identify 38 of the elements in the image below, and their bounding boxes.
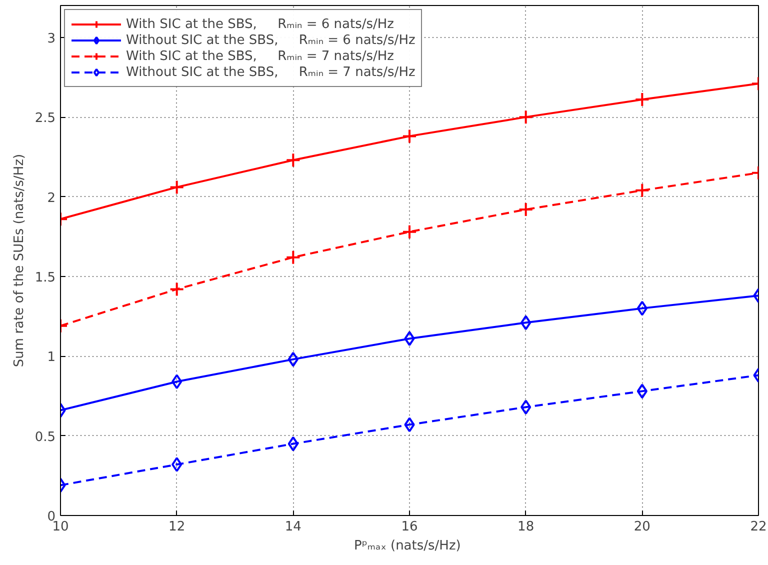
y-tick-label: 2.5 [34, 111, 56, 126]
point [169, 180, 184, 195]
point [518, 110, 534, 125]
y-tick-label: 1.5 [34, 270, 56, 286]
point [172, 374, 182, 390]
legend-label: With SIC at the SBS, Rₘᵢₙ = 6 nats/s/Hz [126, 16, 394, 32]
point [518, 202, 534, 217]
point [288, 436, 298, 452]
x-axis-title: Pᵖₘₐₓ (nats/s/Hz) [354, 538, 461, 554]
point [169, 282, 184, 297]
y-axis-title: Sum rate of the SUEs (nats/s/Hz) [12, 154, 27, 368]
y-tick-label: 3 [47, 31, 56, 46]
point [286, 152, 301, 168]
point [634, 92, 650, 108]
point [404, 331, 415, 346]
point [520, 400, 532, 415]
legend-label: Without SIC at the SBS, Rₘᵢₙ = 6 nats/s/Hz [126, 32, 416, 48]
x-tick-label: 18 [518, 520, 534, 534]
y-tick-label: 1 [47, 350, 56, 366]
point [286, 250, 301, 265]
point [172, 457, 182, 472]
x-tick-label: 12 [168, 520, 186, 534]
point [634, 182, 650, 198]
x-tick-label: 16 [401, 520, 418, 534]
point [402, 128, 417, 144]
x-tick-label: 22 [750, 520, 767, 534]
y-tick-label: 0.5 [34, 430, 56, 445]
point [404, 417, 415, 432]
legend-label: Without SIC at the SBS, Rₘᵢₙ = 7 nats/s/Hz [126, 64, 416, 80]
point [288, 352, 298, 367]
point [636, 384, 648, 399]
x-tick-label: 20 [634, 520, 650, 534]
legend-label: With SIC at the SBS, Rₘᵢₙ = 7 nats/s/Hz [126, 48, 394, 64]
point [402, 224, 417, 240]
x-tick-label: 14 [284, 520, 302, 534]
point [520, 315, 532, 330]
y-tick-label: 2 [47, 190, 56, 206]
point [636, 300, 648, 316]
